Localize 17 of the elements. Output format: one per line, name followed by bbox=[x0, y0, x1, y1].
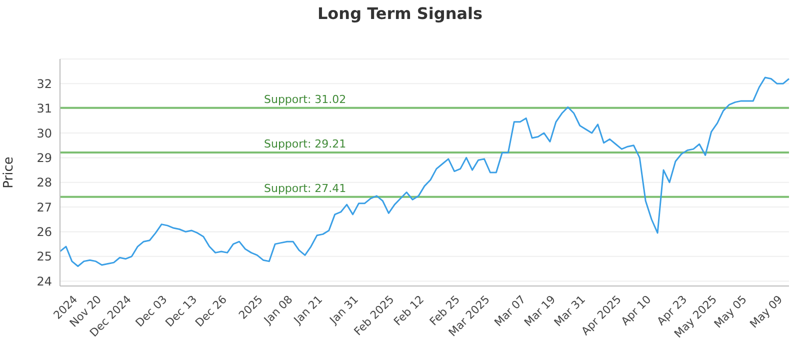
y-tick-label: 27 bbox=[36, 200, 52, 214]
y-tick-label: 32 bbox=[36, 76, 52, 91]
x-tick-label: Jan 21 bbox=[290, 292, 326, 328]
y-tick-label: 25 bbox=[36, 250, 52, 264]
y-tick-label: 24 bbox=[36, 274, 52, 288]
y-tick-label: 28 bbox=[36, 176, 52, 190]
line-series bbox=[59, 76, 790, 268]
ref-line-label: Support: 27.41 bbox=[264, 182, 346, 195]
ref-line-label: Support: 31.02 bbox=[264, 92, 346, 106]
y-tick-label: 31 bbox=[36, 102, 52, 116]
y-tick-label: 26 bbox=[36, 224, 52, 239]
y-tick-label: 29 bbox=[36, 150, 52, 165]
y-axis-title: Price bbox=[2, 156, 17, 188]
y-tick-label: 30 bbox=[36, 126, 52, 140]
ref-line-label: Support: 29.21 bbox=[264, 138, 346, 151]
chart-title: Long Term Signals bbox=[316, 4, 484, 23]
x-tick-label: Apr 10 bbox=[618, 292, 654, 328]
